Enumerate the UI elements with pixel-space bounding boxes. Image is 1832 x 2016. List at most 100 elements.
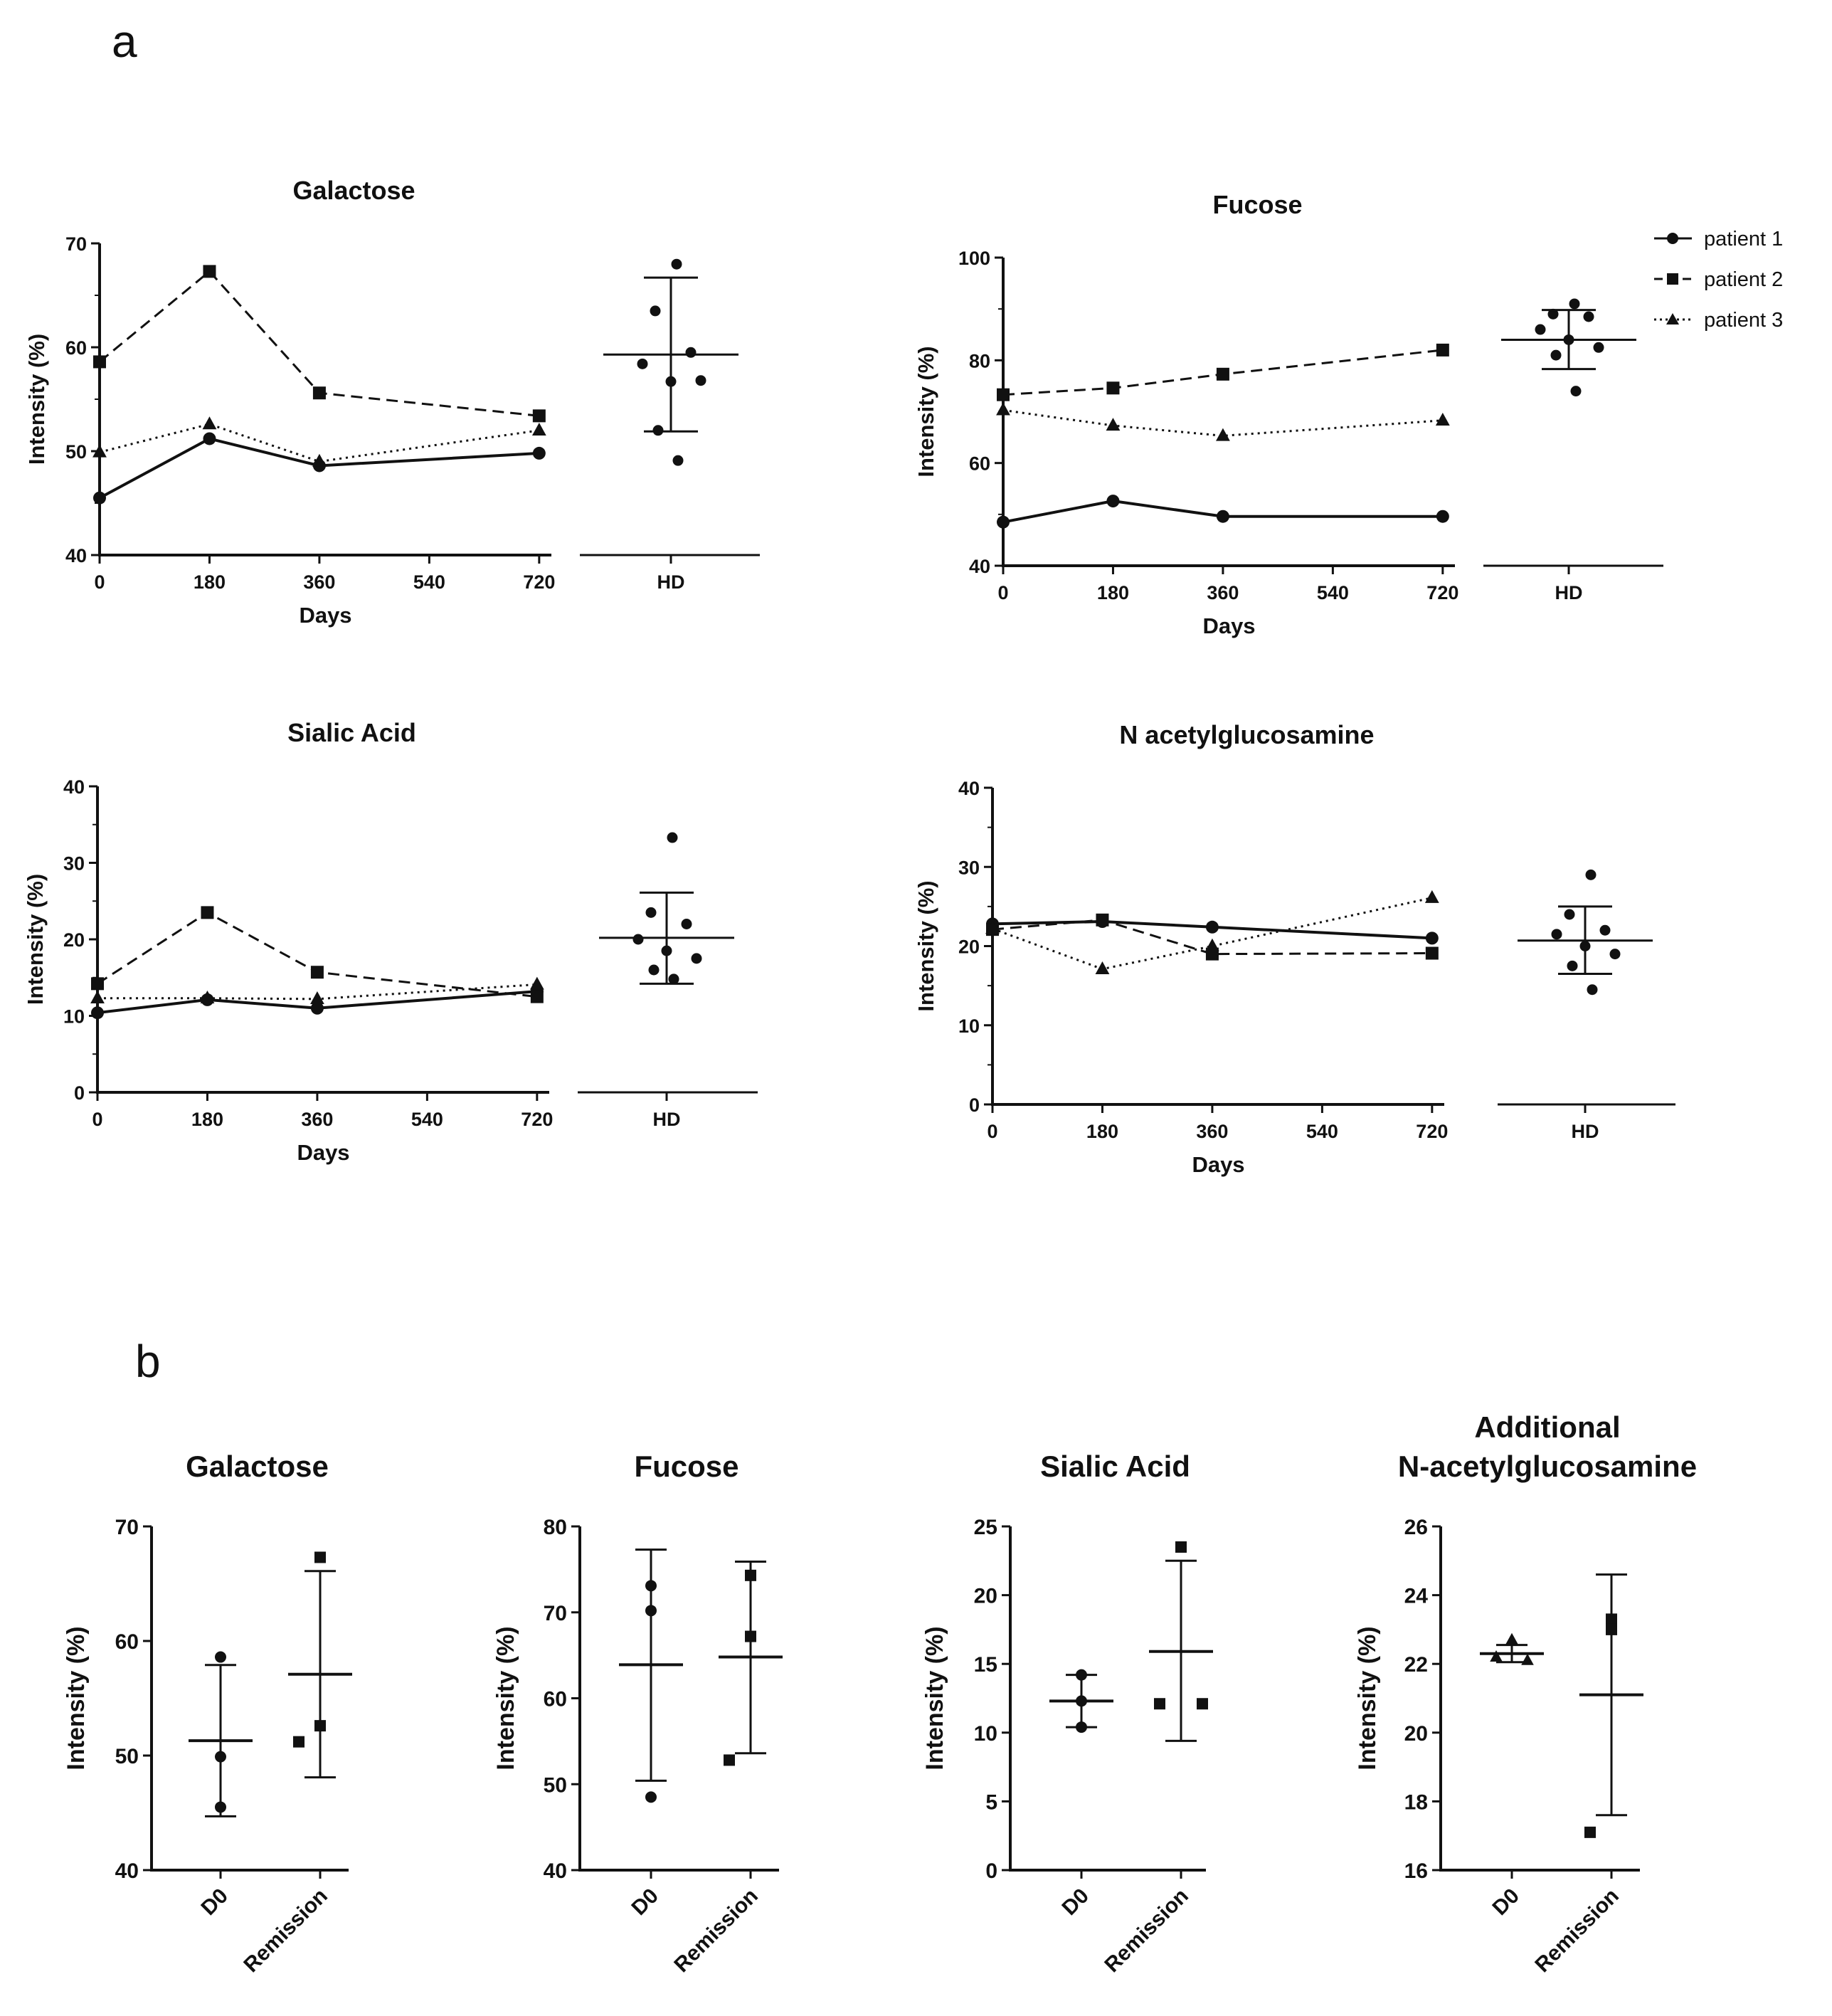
hd-data-point bbox=[1535, 324, 1546, 335]
data-point-patient-1 bbox=[1205, 920, 1219, 934]
group-data-point bbox=[293, 1736, 305, 1748]
y-axis-label: Intensity (%) bbox=[921, 1626, 948, 1770]
x-tick-label: 180 bbox=[191, 1109, 223, 1130]
y-tick-label: 18 bbox=[1404, 1790, 1428, 1814]
y-tick-label: 25 bbox=[974, 1516, 997, 1539]
data-point-patient-3 bbox=[1106, 418, 1121, 431]
chart-title: Sialic Acid bbox=[287, 718, 416, 747]
x-axis-label: Days bbox=[299, 603, 351, 628]
data-point-patient-3 bbox=[90, 990, 105, 1003]
x-tick-label: Remission bbox=[669, 1884, 763, 1978]
y-axis-label: Intensity (%) bbox=[914, 346, 938, 477]
hd-data-point bbox=[650, 305, 661, 317]
data-point-patient-2 bbox=[997, 388, 1010, 401]
chart-title: Sialic Acid bbox=[1040, 1450, 1190, 1483]
hd-data-point bbox=[648, 964, 660, 976]
series-line-patient-1 bbox=[992, 920, 1432, 940]
x-tick-label: D0 bbox=[196, 1884, 232, 1920]
group-data-point bbox=[745, 1630, 756, 1642]
x-tick-label: 720 bbox=[1416, 1121, 1448, 1142]
chart-galactose: Galactose HD 40 50 60 70 0 180 360 540 720 Days Inte… bbox=[24, 176, 760, 628]
x-tick-label: Remission bbox=[239, 1884, 332, 1978]
hd-data-point bbox=[685, 347, 697, 358]
series-line-patient-3 bbox=[992, 897, 1433, 971]
legend-label-patient-2: patient 2 bbox=[1704, 268, 1783, 291]
hd-data-point bbox=[667, 832, 678, 843]
legend-item-patient-2: patient 2 bbox=[1654, 268, 1783, 291]
y-tick-label: 80 bbox=[969, 350, 990, 371]
y-axis-label: Intensity (%) bbox=[24, 334, 49, 465]
hd-data-point bbox=[1567, 960, 1578, 971]
y-axis-label: Intensity (%) bbox=[914, 880, 938, 1011]
chart-title: N acetylglucosamine bbox=[1119, 720, 1374, 749]
y-tick-label: 40 bbox=[65, 545, 87, 566]
data-point-patient-2 bbox=[91, 977, 104, 991]
x-tick-label: 180 bbox=[1097, 582, 1129, 603]
data-point-patient-2 bbox=[532, 409, 546, 423]
panel-label-a: a bbox=[112, 16, 137, 67]
data-point-patient-3 bbox=[1435, 412, 1450, 426]
y-tick-label: 30 bbox=[958, 857, 980, 878]
data-point-patient-2 bbox=[530, 990, 544, 1003]
legend-label-patient-1: patient 1 bbox=[1704, 228, 1783, 250]
series-line-patient-1 bbox=[1002, 500, 1443, 524]
y-tick-label: 40 bbox=[63, 776, 85, 798]
x-tick-label: 540 bbox=[413, 571, 445, 593]
y-tick-label: 0 bbox=[74, 1082, 85, 1104]
series-line-patient-1 bbox=[99, 437, 539, 500]
hd-data-point bbox=[1570, 386, 1582, 397]
y-tick-label: 5 bbox=[985, 1790, 997, 1814]
group-data-point bbox=[1606, 1613, 1617, 1625]
chart-title: Fucose bbox=[1212, 190, 1302, 219]
hd-data-point bbox=[672, 455, 684, 466]
data-point-patient-1 bbox=[1216, 510, 1229, 523]
data-point-patient-2 bbox=[312, 386, 326, 400]
group-data-point bbox=[1076, 1721, 1087, 1733]
chart-title-line: N-acetylglucosamine bbox=[1398, 1450, 1697, 1483]
hd-data-point bbox=[645, 907, 657, 918]
data-point-patient-2 bbox=[93, 355, 106, 369]
x-tick-label: 360 bbox=[1196, 1121, 1228, 1142]
series-line-patient-1 bbox=[97, 990, 537, 1015]
y-tick-label: 26 bbox=[1404, 1516, 1428, 1539]
hd-data-point bbox=[1587, 984, 1598, 996]
data-point-patient-1 bbox=[997, 515, 1010, 529]
hd-data-point bbox=[1550, 349, 1562, 361]
chart-b-additional-n-acetylglucosamine: Additional N-acetylglucosamine 16 18 20 22 24 2… bbox=[1354, 1410, 1697, 1977]
group-data-point bbox=[1490, 1650, 1503, 1662]
data-point-patient-2 bbox=[1436, 343, 1449, 357]
hd-data-point bbox=[1551, 929, 1562, 940]
y-tick-label: 0 bbox=[969, 1094, 980, 1116]
x-tick-label: 0 bbox=[92, 1109, 102, 1130]
panel-label-b: b bbox=[135, 1336, 161, 1387]
data-point-patient-3 bbox=[310, 991, 324, 1005]
group-data-point bbox=[1505, 1632, 1518, 1645]
y-tick-label: 40 bbox=[115, 1859, 139, 1883]
hd-tick-label: HD bbox=[1572, 1121, 1599, 1142]
x-tick-label: 720 bbox=[521, 1109, 553, 1130]
y-tick-label: 22 bbox=[1404, 1653, 1428, 1677]
x-tick-label: 540 bbox=[411, 1109, 443, 1130]
hd-data-point bbox=[1564, 909, 1575, 920]
group-data-point bbox=[1154, 1698, 1165, 1710]
hd-data-point bbox=[1593, 342, 1604, 353]
series-line-patient-2 bbox=[992, 919, 1432, 956]
group-data-point bbox=[1584, 1826, 1596, 1838]
legend-triangle-marker bbox=[1666, 313, 1679, 324]
data-point-patient-1 bbox=[93, 491, 106, 505]
legend: patient 1 patient 2 patient 3 bbox=[1654, 228, 1783, 332]
data-point-patient-1 bbox=[1425, 932, 1439, 945]
group-data-point bbox=[724, 1754, 735, 1766]
data-point-patient-2 bbox=[1096, 913, 1109, 927]
y-tick-label: 0 bbox=[985, 1859, 997, 1883]
x-axis-label: Days bbox=[1192, 1152, 1244, 1177]
y-tick-label: 60 bbox=[115, 1630, 139, 1654]
chart-title-line: Additional bbox=[1474, 1410, 1620, 1444]
y-tick-label: 16 bbox=[1404, 1859, 1428, 1883]
y-tick-label: 60 bbox=[969, 453, 990, 475]
hd-data-point bbox=[1569, 298, 1580, 310]
data-point-patient-1 bbox=[1436, 510, 1449, 523]
y-tick-label: 50 bbox=[115, 1745, 139, 1768]
group-data-point bbox=[1076, 1669, 1087, 1681]
